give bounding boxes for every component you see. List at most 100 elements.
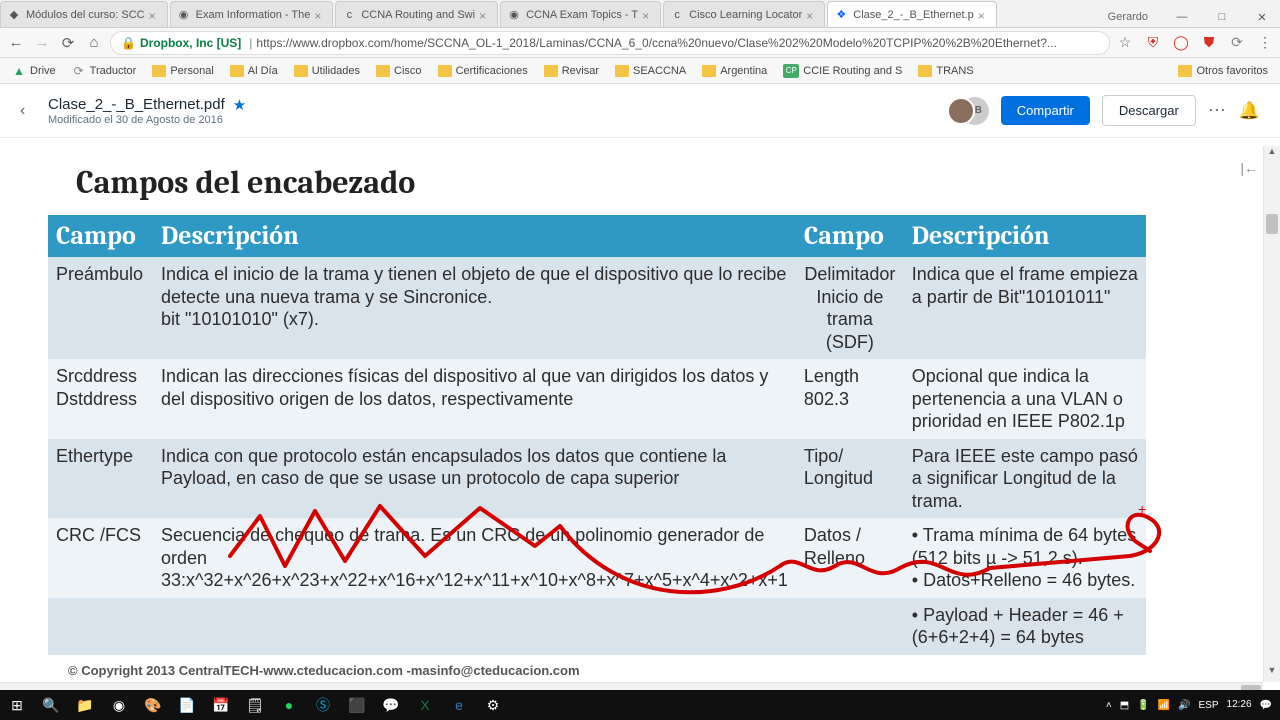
pdf-heading: Campos del encabezado — [76, 164, 1222, 201]
download-button[interactable]: Descargar — [1102, 95, 1196, 126]
bookmark-certificaciones[interactable]: Certificaciones — [432, 63, 534, 79]
table-row: Preámbulo Indica el inicio de la trama y… — [48, 257, 1146, 359]
cell: Indican las direcciones físicas del disp… — [153, 359, 796, 439]
profile-name[interactable]: Gerardo — [1100, 11, 1156, 23]
table-row: CRC /FCS Secuencia de chequeo de trama. … — [48, 518, 1146, 598]
tray-icon[interactable]: ⬒ — [1120, 700, 1129, 711]
close-button[interactable]: ✕ — [1248, 7, 1276, 27]
collapse-sidebar-icon[interactable]: |← — [1240, 160, 1258, 176]
chrome-icon[interactable]: ◉ — [102, 690, 136, 720]
cell: Indica el inicio de la trama y tienen el… — [153, 257, 796, 359]
extension-icon[interactable]: ◯ — [1172, 34, 1190, 52]
bell-icon[interactable]: 🔔 — [1239, 101, 1260, 121]
wifi-icon[interactable]: 📶 — [1158, 700, 1170, 711]
app-icon[interactable]: 📅 — [204, 690, 238, 720]
app-icon[interactable]: 🎨 — [136, 690, 170, 720]
bookmark-drive[interactable]: ▲Drive — [6, 62, 62, 80]
bookmark-revisar[interactable]: Revisar — [538, 63, 605, 79]
bookmark-label: Certificaciones — [456, 65, 528, 77]
cell: Srcddress Dstddress — [48, 359, 153, 439]
app-icon[interactable]: ⬛ — [340, 690, 374, 720]
excel-icon[interactable]: X — [408, 690, 442, 720]
close-icon[interactable]: × — [978, 9, 990, 21]
app-icon[interactable]: 💬 — [374, 690, 408, 720]
star-icon[interactable]: ☆ — [1116, 34, 1134, 52]
close-icon[interactable]: × — [314, 9, 326, 21]
bookmark-traductor[interactable]: ⟳Traductor — [66, 62, 143, 80]
spotify-icon[interactable]: ● — [272, 690, 306, 720]
share-button[interactable]: Compartir — [1001, 96, 1090, 125]
explorer-icon[interactable]: 📁 — [68, 690, 102, 720]
url-field[interactable]: 🔒 Dropbox, Inc [US] | https://www.dropbo… — [110, 31, 1110, 55]
folder-icon — [615, 65, 629, 77]
language-indicator[interactable]: ESP — [1199, 700, 1219, 711]
folder-icon — [294, 65, 308, 77]
table-row: • Payload + Header = 46 + (6+6+2+4) = 64… — [48, 598, 1146, 655]
tab-4[interactable]: cCisco Learning Locator× — [663, 1, 825, 27]
scroll-up-icon[interactable]: ▲ — [1264, 146, 1280, 163]
back-button[interactable]: ← — [6, 33, 26, 53]
avatar[interactable] — [947, 97, 975, 125]
bookmark-label: Traductor — [90, 65, 137, 77]
close-icon[interactable]: × — [642, 9, 654, 21]
folder-icon — [1178, 65, 1192, 77]
maximize-button[interactable]: □ — [1208, 7, 1236, 27]
cell — [48, 598, 153, 655]
skype-icon[interactable]: Ⓢ — [306, 690, 340, 720]
file-title: Clase_2_-_B_Ethernet.pdf — [48, 96, 225, 113]
scroll-thumb[interactable] — [1266, 214, 1278, 234]
tab-2[interactable]: cCCNA Routing and Swi× — [335, 1, 498, 27]
tray-up-icon[interactable]: ˄ — [1106, 700, 1112, 711]
close-icon[interactable]: × — [149, 9, 161, 21]
close-icon[interactable]: × — [806, 9, 818, 21]
pdf-viewport[interactable]: Campos del encabezado Campo Descripción … — [0, 146, 1262, 682]
home-button[interactable]: ⌂ — [84, 33, 104, 53]
favicon: ◆ — [7, 8, 21, 22]
minimize-button[interactable]: — — [1168, 7, 1196, 27]
extension-icon-2[interactable]: ⛊ — [1200, 34, 1218, 52]
star-icon[interactable]: ★ — [233, 96, 246, 114]
volume-icon[interactable]: 🔊 — [1178, 700, 1190, 711]
edge-icon[interactable]: e — [442, 690, 476, 720]
bookmark-ccie[interactable]: CPCCIE Routing and S — [777, 62, 908, 80]
app-icon[interactable]: 🗒 — [238, 690, 272, 720]
cell — [796, 598, 904, 655]
bookmark-aldia[interactable]: Al Día — [224, 63, 284, 79]
tab-0[interactable]: ◆Módulos del curso: SCC× — [0, 1, 168, 27]
tab-5[interactable]: ❖Clase_2_-_B_Ethernet.p× — [827, 1, 996, 27]
battery-icon[interactable]: 🔋 — [1137, 700, 1149, 711]
folder-icon — [544, 65, 558, 77]
more-icon[interactable]: ⋯ — [1208, 100, 1227, 121]
bookmark-label: Revisar — [562, 65, 599, 77]
app-icon[interactable]: 📄 — [170, 690, 204, 720]
vertical-scrollbar[interactable]: ▲ ▼ — [1263, 146, 1280, 682]
bookmark-personal[interactable]: Personal — [146, 63, 219, 79]
bookmark-label: Personal — [170, 65, 213, 77]
start-button[interactable]: ⊞ — [0, 690, 34, 720]
back-icon[interactable]: ‹ — [20, 102, 42, 120]
bookmark-seaccna[interactable]: SEACCNA — [609, 63, 692, 79]
app-icon[interactable]: ⚙ — [476, 690, 510, 720]
forward-button[interactable]: → — [32, 33, 52, 53]
close-icon[interactable]: × — [479, 9, 491, 21]
cell: Delimitador Inicio de trama (SDF) — [796, 257, 904, 359]
clock[interactable]: 12:26 — [1227, 700, 1252, 710]
folder-icon — [702, 65, 716, 77]
sync-icon[interactable]: ⟳ — [1228, 34, 1246, 52]
bookmarks-overflow[interactable]: Otros favoritos — [1172, 63, 1274, 79]
scroll-down-icon[interactable]: ▼ — [1264, 665, 1280, 682]
bookmark-label: Al Día — [248, 65, 278, 77]
bookmark-utilidades[interactable]: Utilidades — [288, 63, 366, 79]
tab-3[interactable]: ◉CCNA Exam Topics - T× — [500, 1, 661, 27]
search-icon[interactable]: 🔍 — [34, 690, 68, 720]
bookmark-cisco[interactable]: Cisco — [370, 63, 428, 79]
tab-1[interactable]: ◉Exam Information - The× — [170, 1, 334, 27]
shield-icon[interactable]: ⛨ — [1144, 34, 1162, 52]
menu-icon[interactable]: ⋮ — [1256, 34, 1274, 52]
reload-button[interactable]: ⟳ — [58, 33, 78, 53]
favicon: ◉ — [177, 8, 191, 22]
tab-title: Cisco Learning Locator — [689, 9, 802, 21]
notifications-icon[interactable]: 💬 — [1260, 700, 1272, 711]
bookmark-trans[interactable]: TRANS — [912, 63, 979, 79]
bookmark-argentina[interactable]: Argentina — [696, 63, 773, 79]
